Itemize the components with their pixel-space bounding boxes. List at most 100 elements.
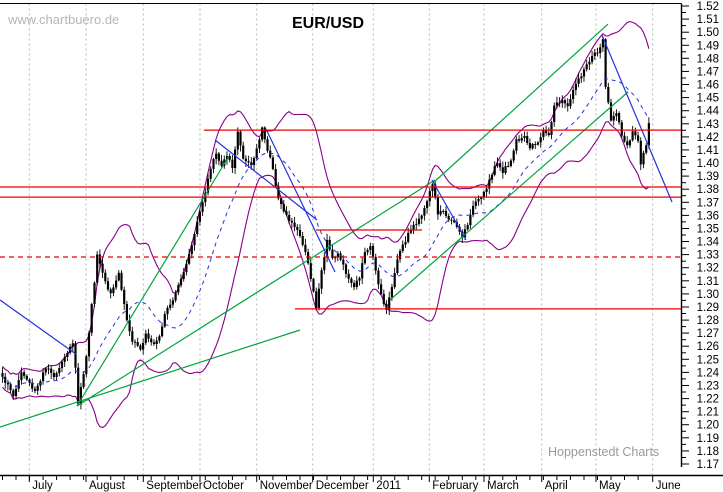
y-tick-label: 1.32 xyxy=(697,263,719,275)
y-tick-label: 1.29 xyxy=(697,302,719,314)
candle-body xyxy=(361,263,364,279)
candle-body xyxy=(317,288,320,308)
candle-body xyxy=(20,372,23,381)
candle-body xyxy=(342,259,345,265)
y-tick-label: 1.34 xyxy=(697,237,720,249)
candle-body xyxy=(642,152,645,165)
candle-body xyxy=(169,304,172,308)
candle-body xyxy=(188,254,191,264)
candle-body xyxy=(85,356,88,375)
candle-body xyxy=(277,185,280,199)
candle-body xyxy=(439,210,442,215)
month-label: June xyxy=(656,480,681,492)
candle-body xyxy=(539,137,542,143)
candle-body xyxy=(136,342,139,346)
candle-body xyxy=(480,197,483,199)
candle-body xyxy=(553,105,556,122)
candle-body xyxy=(417,218,421,224)
month-label: October xyxy=(203,480,244,492)
candle-body xyxy=(28,379,31,383)
candle-body xyxy=(520,138,523,141)
candle-body xyxy=(298,229,302,236)
candle-body xyxy=(426,201,429,208)
y-tick-label: 1.45 xyxy=(697,93,719,105)
candle-body xyxy=(404,242,407,245)
candle-body xyxy=(482,191,485,198)
blue-trend-downtrend-oct-shallow xyxy=(214,139,318,221)
month-label: May xyxy=(599,480,621,492)
candle-body xyxy=(190,245,193,255)
chart-credit: Hoppenstedt Charts xyxy=(548,445,659,459)
candle-body xyxy=(366,250,369,253)
candle-body xyxy=(247,161,250,163)
candle-body xyxy=(423,208,426,216)
candle-body xyxy=(631,131,634,141)
candle-body xyxy=(4,376,7,383)
candle-body xyxy=(569,99,572,107)
candle-body xyxy=(518,139,521,141)
candle-body xyxy=(120,272,123,290)
candle-body xyxy=(312,278,315,292)
candle-body xyxy=(144,333,147,343)
candle-body xyxy=(488,179,491,189)
candle-body xyxy=(436,197,439,215)
y-tick-label: 1.21 xyxy=(697,407,719,419)
candle-body xyxy=(531,144,534,149)
candle-body xyxy=(331,249,334,259)
y-tick-label: 1.40 xyxy=(697,158,719,170)
y-tick-label: 1.26 xyxy=(697,341,719,353)
month-label: December xyxy=(316,480,369,492)
candle-body xyxy=(466,225,469,230)
y-tick-label: 1.36 xyxy=(697,210,719,222)
candle-body xyxy=(255,148,258,159)
month-label: April xyxy=(545,480,568,492)
candle-body xyxy=(409,230,412,233)
candle-body xyxy=(266,139,269,151)
y-tick-label: 1.24 xyxy=(697,367,720,379)
bollinger-upper-band xyxy=(2,21,650,375)
candle-body xyxy=(601,39,604,48)
candle-body xyxy=(296,226,299,230)
candle-body xyxy=(131,331,134,342)
green-trend-fan-steep-from-july-low xyxy=(76,155,230,407)
y-tick-label: 1.50 xyxy=(697,27,719,39)
candle-body xyxy=(44,368,47,373)
candle-body xyxy=(31,382,34,389)
candle-body xyxy=(609,102,613,121)
candle-body xyxy=(444,210,448,216)
candlesticks xyxy=(1,35,650,410)
candle-body xyxy=(428,191,431,202)
candle-body xyxy=(334,257,337,259)
month-label: August xyxy=(89,480,126,492)
candle-body xyxy=(261,127,264,140)
candle-body xyxy=(290,220,293,223)
candle-body xyxy=(469,214,472,226)
candle-body xyxy=(1,372,4,377)
candle-body xyxy=(193,234,196,246)
candle-body xyxy=(280,198,283,204)
page-title: EUR/USD xyxy=(292,15,364,32)
candle-body xyxy=(380,284,383,294)
candle-body xyxy=(645,145,648,153)
y-tick-label: 1.44 xyxy=(697,106,720,118)
candle-body xyxy=(396,259,399,273)
candle-body xyxy=(177,285,180,293)
candle-body xyxy=(239,131,242,146)
candle-body xyxy=(6,382,9,385)
candle-body xyxy=(542,129,545,138)
candle-body xyxy=(420,215,423,219)
candle-body xyxy=(620,122,623,136)
candle-body xyxy=(382,293,385,304)
y-tick-label: 1.46 xyxy=(697,80,719,92)
bollinger-lower-band xyxy=(2,120,650,429)
candle-body xyxy=(104,272,107,282)
candle-body xyxy=(415,223,418,225)
candle-body xyxy=(98,254,101,264)
candle-body xyxy=(515,139,518,151)
candle-body xyxy=(133,341,137,343)
candle-body xyxy=(217,153,220,161)
candle-body xyxy=(377,270,380,285)
